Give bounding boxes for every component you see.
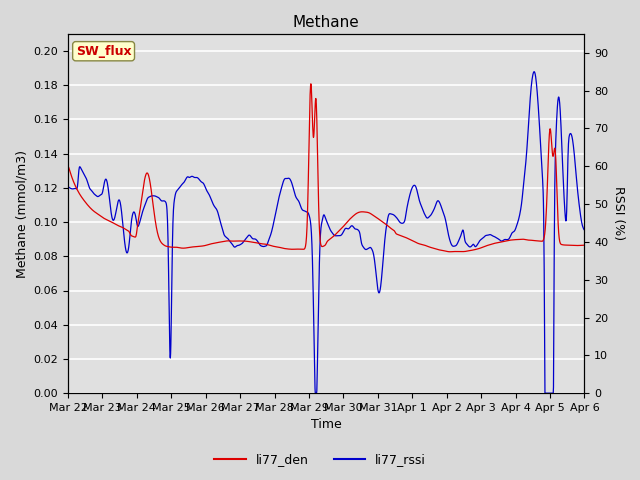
Y-axis label: Methane (mmol/m3): Methane (mmol/m3) [15,150,28,277]
Legend: li77_den, li77_rssi: li77_den, li77_rssi [209,448,431,471]
X-axis label: Time: Time [311,419,342,432]
Text: SW_flux: SW_flux [76,45,131,58]
Title: Methane: Methane [293,15,360,30]
Y-axis label: RSSI (%): RSSI (%) [612,186,625,240]
